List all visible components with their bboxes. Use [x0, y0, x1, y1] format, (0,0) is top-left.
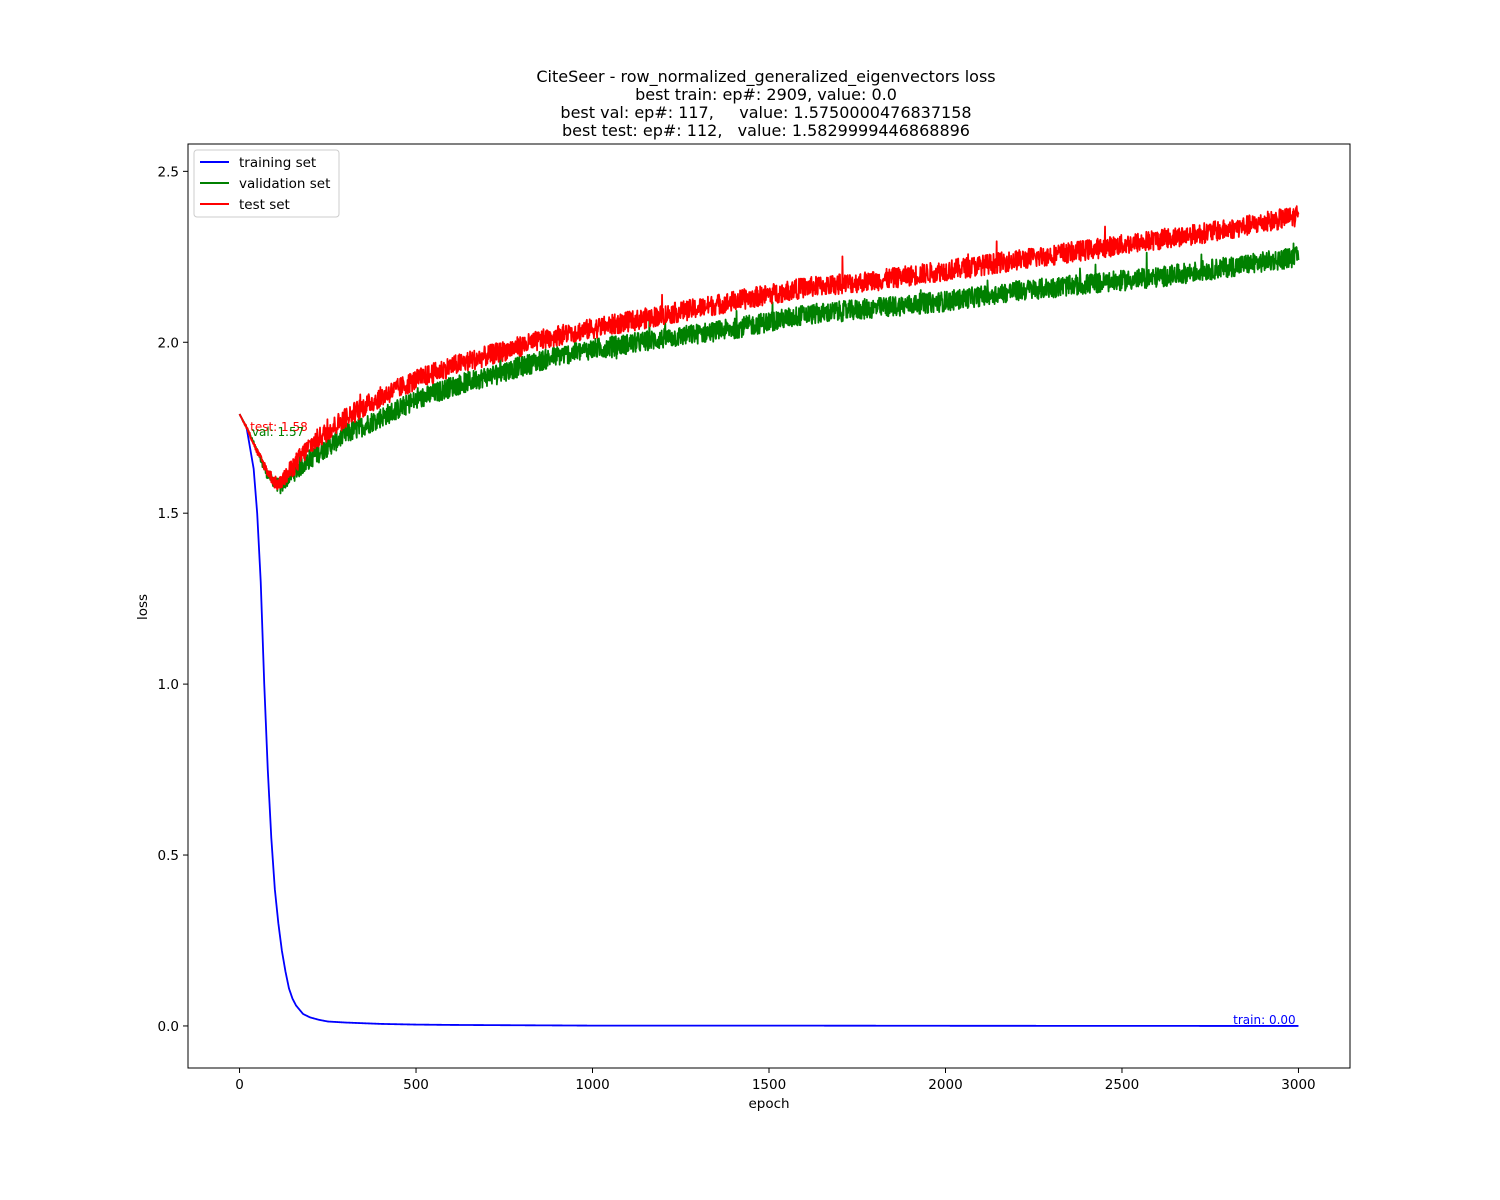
x-tick-label: 2000 [928, 1077, 962, 1093]
series-line-2 [238, 205, 1300, 491]
annotation-label-1: val: 1.57 [252, 425, 304, 439]
title-line-1: CiteSeer - row_normalized_generalized_ei… [536, 67, 995, 87]
legend: training set validation set test set [193, 149, 340, 218]
y-tick-label: 2.5 [158, 164, 179, 180]
x-tick-label: 500 [403, 1077, 429, 1093]
series-line-0 [238, 413, 1300, 1027]
series-line-1 [238, 242, 1300, 495]
y-tick-label: 2.0 [158, 335, 179, 351]
legend-label-training: training set [239, 155, 316, 171]
annotation-label-0: test: 1.58 [250, 420, 308, 434]
x-tick-label: 2500 [1105, 1077, 1139, 1093]
legend-label-test: test set [239, 197, 290, 213]
y-tick-label: 0.5 [158, 848, 179, 864]
x-axis-ticks: 0 500 1000 1500 2000 2500 3000 [235, 1068, 1316, 1093]
title-line-4: best test: ep#: 112, value: 1.5829999446… [562, 121, 970, 140]
x-tick-label: 3000 [1281, 1077, 1315, 1093]
x-tick-label: 1500 [752, 1077, 786, 1093]
y-axis-ticks: 0.0 0.5 1.0 1.5 2.0 2.5 [158, 164, 188, 1035]
legend-label-validation: validation set [239, 176, 330, 192]
x-tick-label: 0 [235, 1077, 244, 1093]
y-axis-label: loss [135, 594, 151, 620]
title-line-2: best train: ep#: 2909, value: 0.0 [635, 85, 897, 104]
annotation-label-2: train: 0.00 [1233, 1013, 1296, 1027]
y-tick-label: 1.5 [158, 506, 179, 522]
x-tick-label: 1000 [575, 1077, 609, 1093]
legend-box [193, 149, 340, 218]
x-axis-label: epoch [748, 1096, 789, 1112]
series-layer [238, 205, 1300, 1027]
title-line-3: best val: ep#: 117, value: 1.57500004768… [560, 103, 971, 122]
y-tick-label: 1.0 [158, 677, 179, 693]
y-tick-label: 0.0 [158, 1019, 179, 1035]
chart-title: CiteSeer - row_normalized_generalized_ei… [536, 67, 995, 140]
